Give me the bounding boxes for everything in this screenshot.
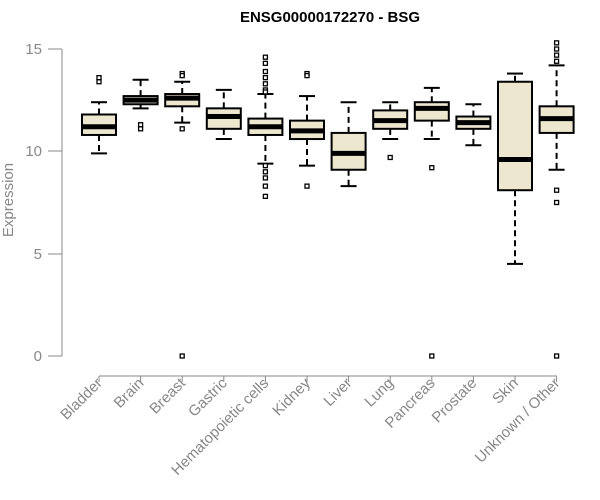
outlier-point (96, 75, 102, 81)
box-group-bladder (81, 75, 117, 155)
outlier-point (137, 122, 144, 128)
chart-title: ENSG00000172270 - BSG (240, 9, 420, 26)
y-tick-label-0: 0 (34, 348, 42, 365)
outlier-point (553, 58, 560, 64)
x-tick-label-skin: Skin (489, 375, 522, 408)
outlier-point (262, 68, 269, 75)
box-group-gastric (205, 88, 242, 141)
x-tick-label-brain: Brain (111, 375, 148, 412)
outlier-point (179, 126, 185, 132)
box-group-hematopoietic-cells (247, 54, 284, 200)
outlier-point (262, 75, 269, 81)
outlier-point (387, 154, 393, 161)
outlier-point (553, 199, 560, 206)
box-group-brain (122, 78, 159, 132)
y-tick-label-15: 15 (25, 41, 42, 58)
outlier-point (304, 72, 310, 79)
box-group-kidney (289, 70, 325, 189)
outlier-point (429, 165, 435, 171)
outlier-point (179, 72, 185, 79)
outlier-point (262, 81, 269, 87)
y-axis-label: Expression (0, 163, 17, 237)
outlier-point (262, 54, 269, 60)
y-tick-label-10: 10 (25, 143, 42, 160)
x-tick-label-kidney: Kidney (269, 374, 314, 419)
outlier-point (96, 79, 102, 85)
iqr-box (413, 101, 450, 122)
outlier-point (262, 193, 269, 200)
iqr-box (497, 80, 533, 192)
outlier-point (429, 353, 435, 359)
box-group-liver (330, 101, 367, 188)
box-group-skin (497, 72, 533, 265)
outlier-point (262, 60, 269, 66)
outlier-point (179, 353, 185, 359)
outlier-point (262, 163, 269, 169)
x-tick-label-prostate: Prostate (429, 375, 481, 427)
box-group-prostate (455, 103, 492, 147)
outlier-point (304, 183, 310, 189)
outlier-point (262, 183, 269, 189)
box-group-unknown-other (538, 40, 575, 359)
x-tick-label-lung: Lung (361, 375, 397, 411)
box-group-breast (164, 70, 201, 359)
outlier-point (553, 187, 560, 193)
outlier-point (137, 126, 144, 132)
x-tick-label-liver: Liver (320, 375, 355, 410)
outlier-point (262, 169, 269, 175)
box-group-lung (372, 101, 409, 161)
y-tick-label-5: 5 (34, 246, 42, 263)
x-tick-label-bladder: Bladder (57, 375, 106, 424)
x-tick-label-breast: Breast (146, 374, 189, 417)
outlier-point (262, 89, 269, 95)
outlier-point (553, 46, 560, 52)
outlier-point (262, 175, 269, 181)
outlier-point (553, 52, 560, 58)
boxes-layer (81, 40, 575, 359)
outlier-point (553, 40, 560, 46)
box-group-pancreas (413, 86, 450, 359)
outlier-point (553, 353, 560, 359)
